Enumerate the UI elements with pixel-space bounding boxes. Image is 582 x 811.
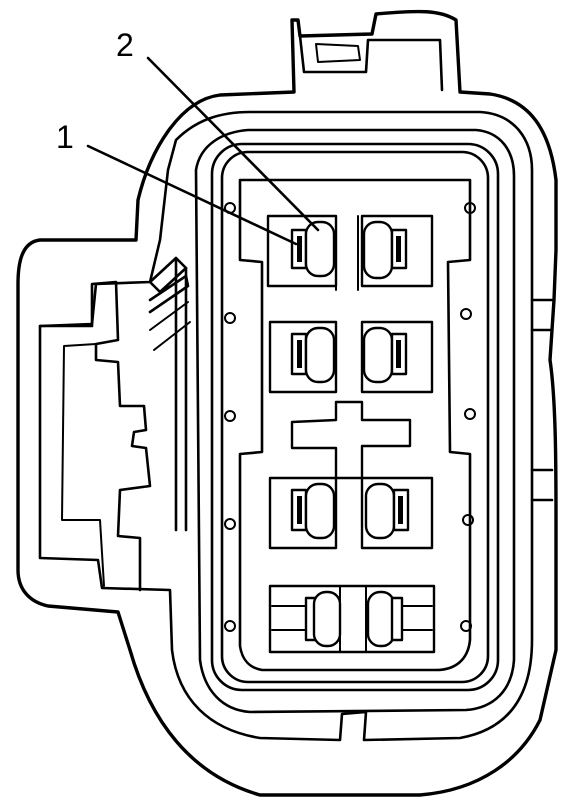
callout-label-2: 2	[116, 27, 134, 63]
terminal-pin	[304, 326, 336, 384]
side-latch-vertical	[174, 256, 188, 532]
seal-rim	[194, 128, 516, 714]
alignment-hole	[460, 308, 472, 320]
terminal-pin	[366, 590, 396, 648]
top-latch-inner	[315, 43, 361, 63]
alignment-hole	[464, 408, 476, 420]
terminal-lock-inner	[398, 496, 403, 524]
terminal-pin	[364, 482, 396, 540]
alignment-hole	[224, 410, 236, 422]
alignment-hole	[224, 518, 236, 530]
terminal-pins	[290, 220, 410, 648]
side-latch	[38, 280, 152, 592]
alignment-hole	[462, 514, 474, 526]
center-divider	[335, 215, 359, 291]
side-latch-inner	[61, 343, 105, 587]
cavity-rail	[271, 605, 433, 631]
callout-leader-1	[86, 144, 298, 246]
terminal-pin	[304, 220, 336, 278]
alignment-hole	[224, 620, 236, 632]
terminal-lock-inner	[297, 340, 302, 368]
terminal-pin	[362, 220, 394, 280]
housing-outer-outline	[16, 9, 558, 797]
cavity-block	[268, 584, 436, 654]
right-notch	[530, 298, 554, 502]
terminal-pin	[312, 590, 342, 648]
callout-label-1: 1	[56, 119, 74, 155]
alignment-hole	[224, 312, 236, 324]
terminal-lock-inner	[396, 236, 401, 262]
terminal-lock-inner	[297, 496, 302, 524]
terminal-pin	[304, 482, 336, 540]
housing-inner-outline	[38, 110, 534, 742]
callout-leader-2	[146, 56, 320, 232]
terminal-lock-inner	[396, 340, 401, 368]
terminal-lock-inner	[297, 236, 302, 262]
terminal-lock	[390, 596, 404, 642]
center-key	[290, 400, 412, 480]
terminal-pin	[362, 326, 394, 384]
side-latch-ramp-2	[149, 301, 191, 351]
alignment-hole	[460, 620, 472, 632]
terminal-insert-outer	[210, 142, 500, 692]
alignment-hole	[464, 202, 476, 214]
terminal-insert-inner	[220, 150, 490, 684]
top-latch	[298, 34, 444, 92]
side-latch-ramp	[148, 256, 190, 314]
